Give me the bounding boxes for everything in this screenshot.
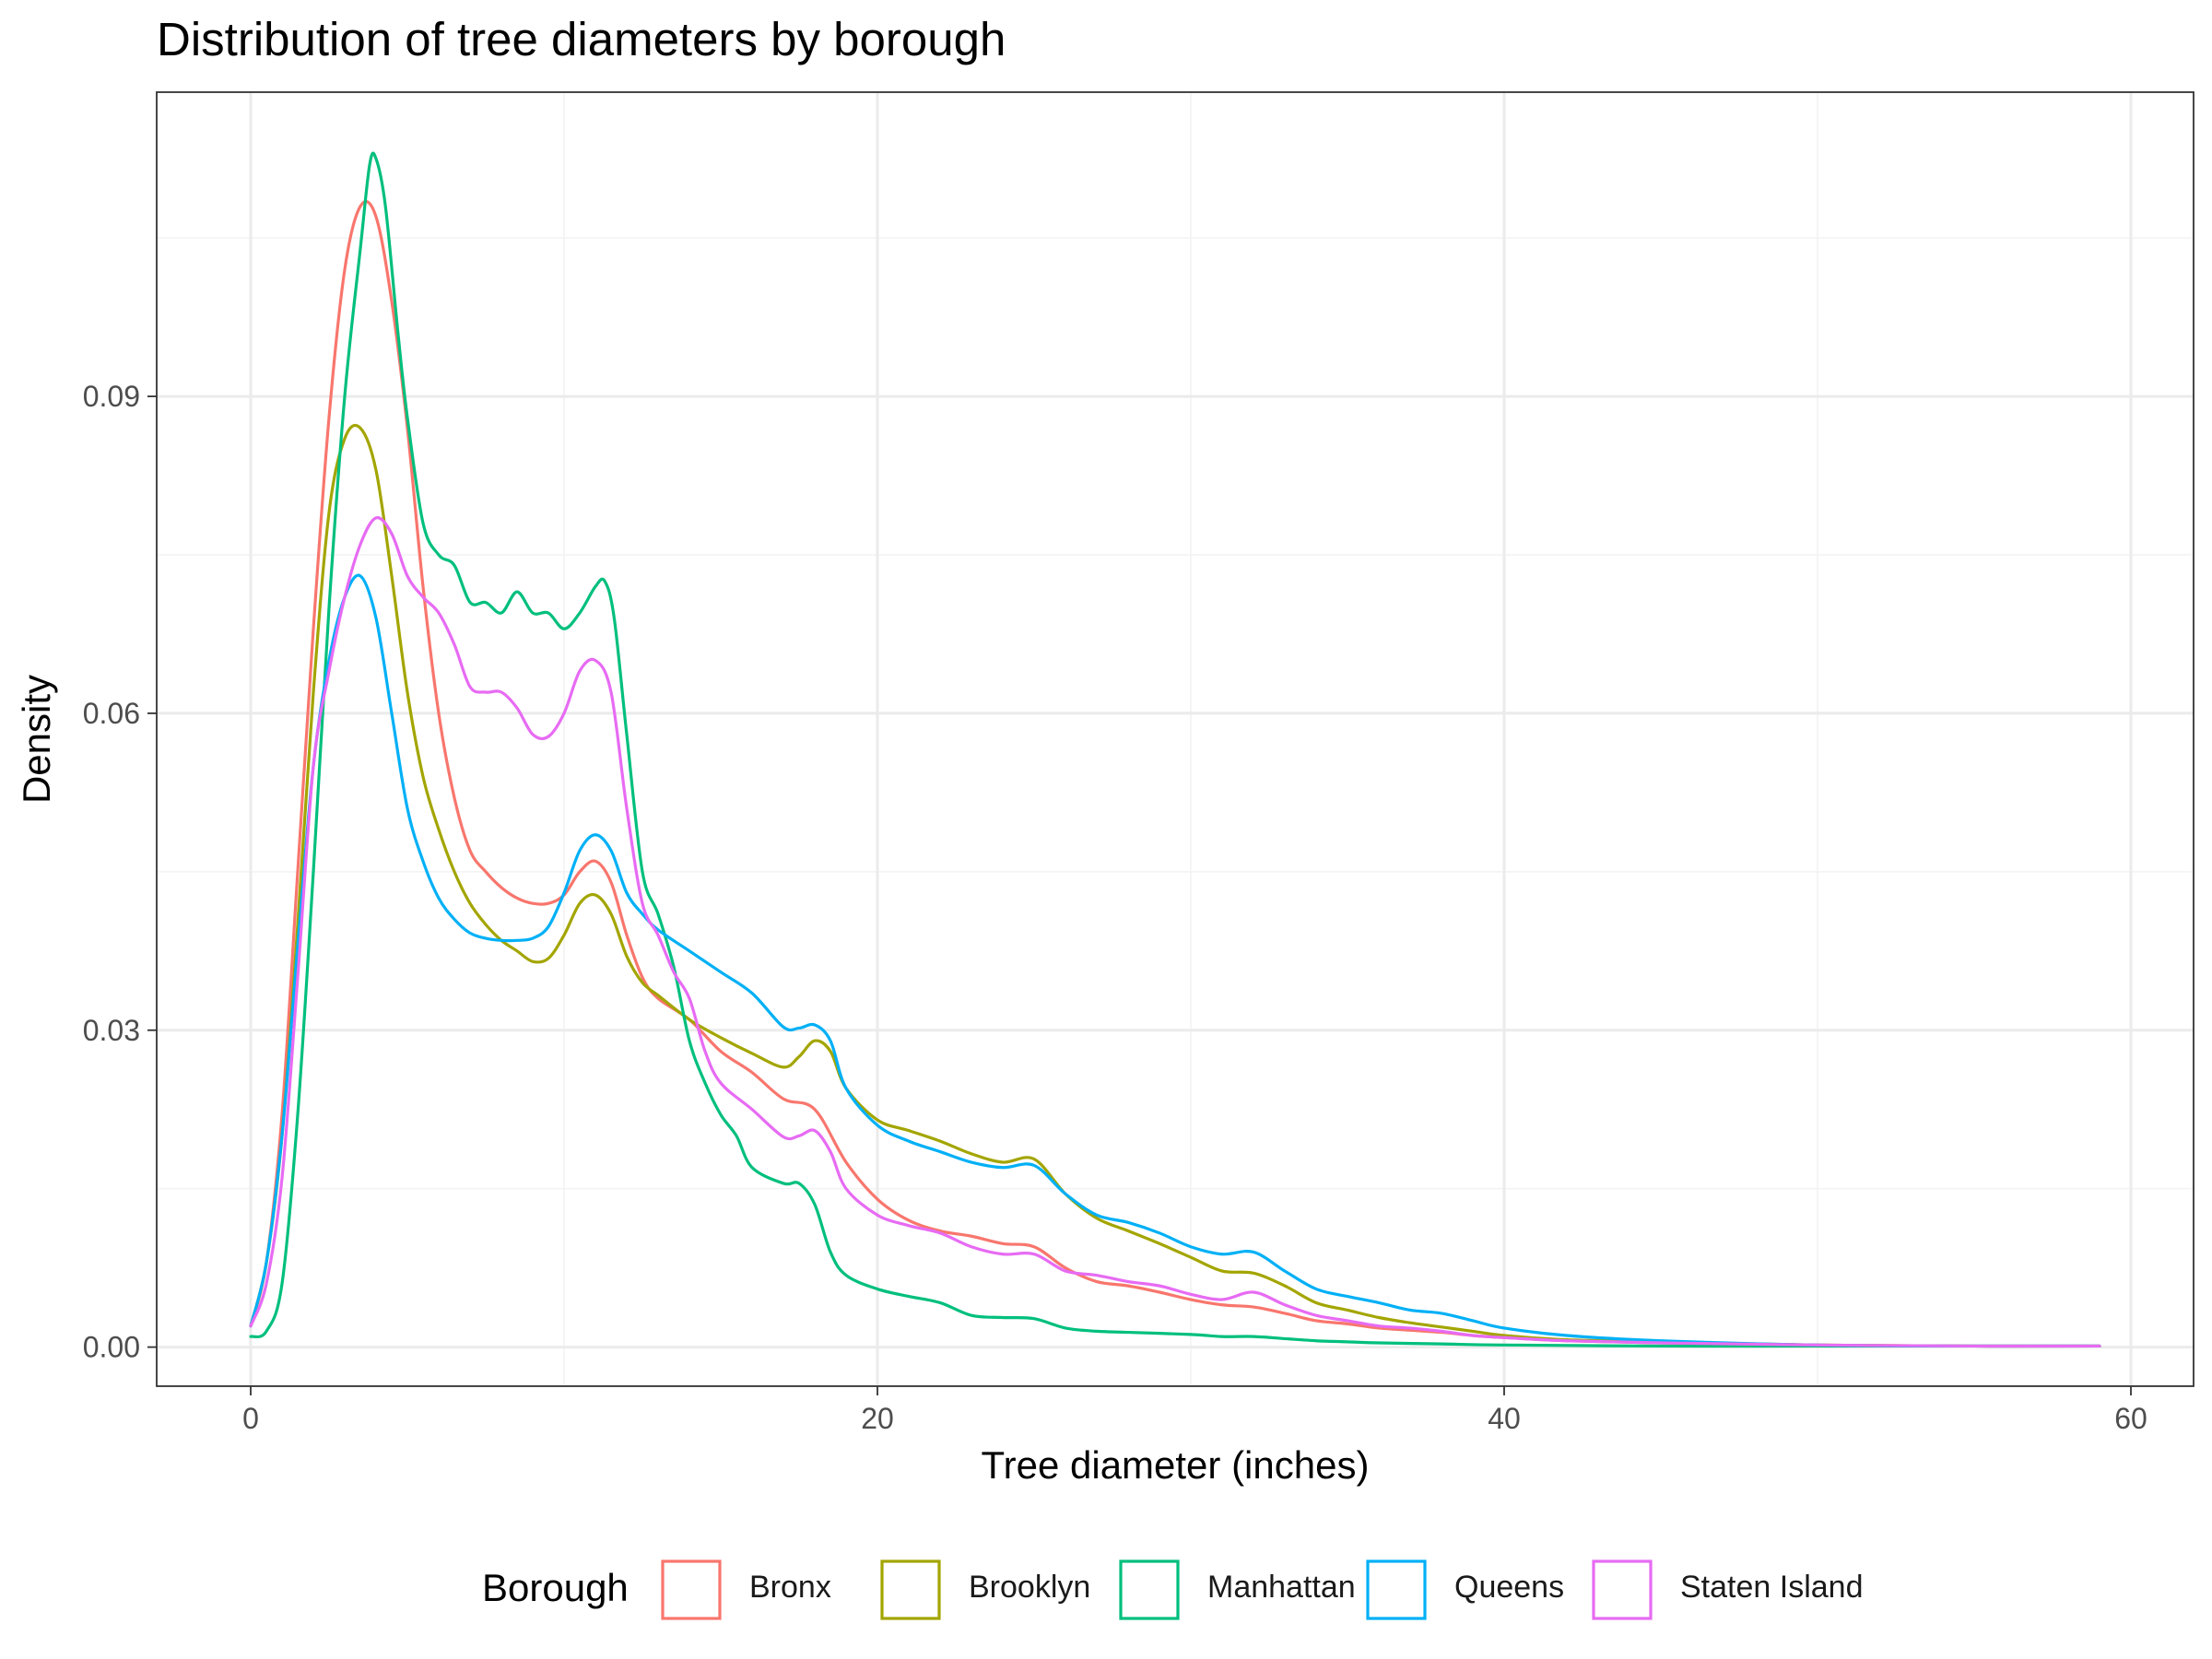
legend-key-background xyxy=(877,1559,944,1621)
x-tick-label: 60 xyxy=(2114,1402,2147,1435)
series-line-manhattan xyxy=(249,151,2101,1348)
plot-border xyxy=(156,91,2194,1387)
series-line-bronx xyxy=(249,200,2101,1348)
legend-items: Bronx Brooklyn Manhattan Queens Staten Islan… xyxy=(658,1559,1863,1621)
legend-key-staten-island xyxy=(1592,1559,1653,1620)
legend: Borough Bronx Brooklyn Manhattan Queens Stat… xyxy=(482,1559,1863,1621)
legend-label-bronx: Bronx xyxy=(749,1570,831,1605)
legend-item-brooklyn: Brooklyn xyxy=(877,1559,1090,1621)
legend-key-background xyxy=(1589,1559,1655,1621)
legend-item-bronx: Bronx xyxy=(658,1559,831,1621)
plot-background xyxy=(157,92,2194,1386)
legend-key-manhattan xyxy=(1119,1559,1180,1620)
legend-key-background xyxy=(1116,1559,1182,1621)
legend-item-queens: Queens xyxy=(1363,1559,1564,1621)
legend-key-brooklyn xyxy=(880,1559,941,1620)
y-axis: 0.00 0.03 0.06 0.09 xyxy=(83,380,157,1364)
x-axis-title: Tree diameter (inches) xyxy=(982,1443,1370,1487)
legend-label-manhattan: Manhattan xyxy=(1207,1570,1356,1605)
y-tick-label: 0.00 xyxy=(83,1331,140,1364)
y-tick-label: 0.09 xyxy=(83,380,140,413)
legend-label-brooklyn: Brooklyn xyxy=(969,1570,1090,1605)
density-series xyxy=(249,151,2101,1348)
series-line-queens xyxy=(249,573,2101,1348)
legend-title: Borough xyxy=(482,1566,629,1609)
legend-label-staten-island: Staten Island xyxy=(1680,1570,1863,1605)
legend-key-background xyxy=(1363,1559,1430,1621)
minor-gridlines xyxy=(157,92,2194,1386)
series-line-staten-island xyxy=(249,516,2101,1348)
x-axis: 0 20 40 60 xyxy=(242,1386,2147,1435)
x-tick-label: 40 xyxy=(1488,1402,1521,1435)
legend-label-queens: Queens xyxy=(1454,1570,1564,1605)
x-tick-label: 20 xyxy=(861,1402,894,1435)
y-tick-label: 0.03 xyxy=(83,1014,140,1047)
y-tick-label: 0.06 xyxy=(83,697,140,730)
legend-key-bronx xyxy=(661,1559,722,1620)
legend-item-manhattan: Manhattan xyxy=(1116,1559,1356,1621)
plot-panel xyxy=(156,91,2194,1387)
y-axis-title: Density xyxy=(15,675,58,804)
legend-key-queens xyxy=(1366,1559,1427,1620)
series-line-brooklyn xyxy=(249,423,2101,1348)
x-tick-label: 0 xyxy=(242,1402,259,1435)
legend-key-background xyxy=(658,1559,724,1621)
major-gridlines xyxy=(157,92,2194,1386)
legend-item-staten-island: Staten Island xyxy=(1589,1559,1863,1621)
chart-title: Distribution of tree diameters by boroug… xyxy=(157,13,1006,65)
